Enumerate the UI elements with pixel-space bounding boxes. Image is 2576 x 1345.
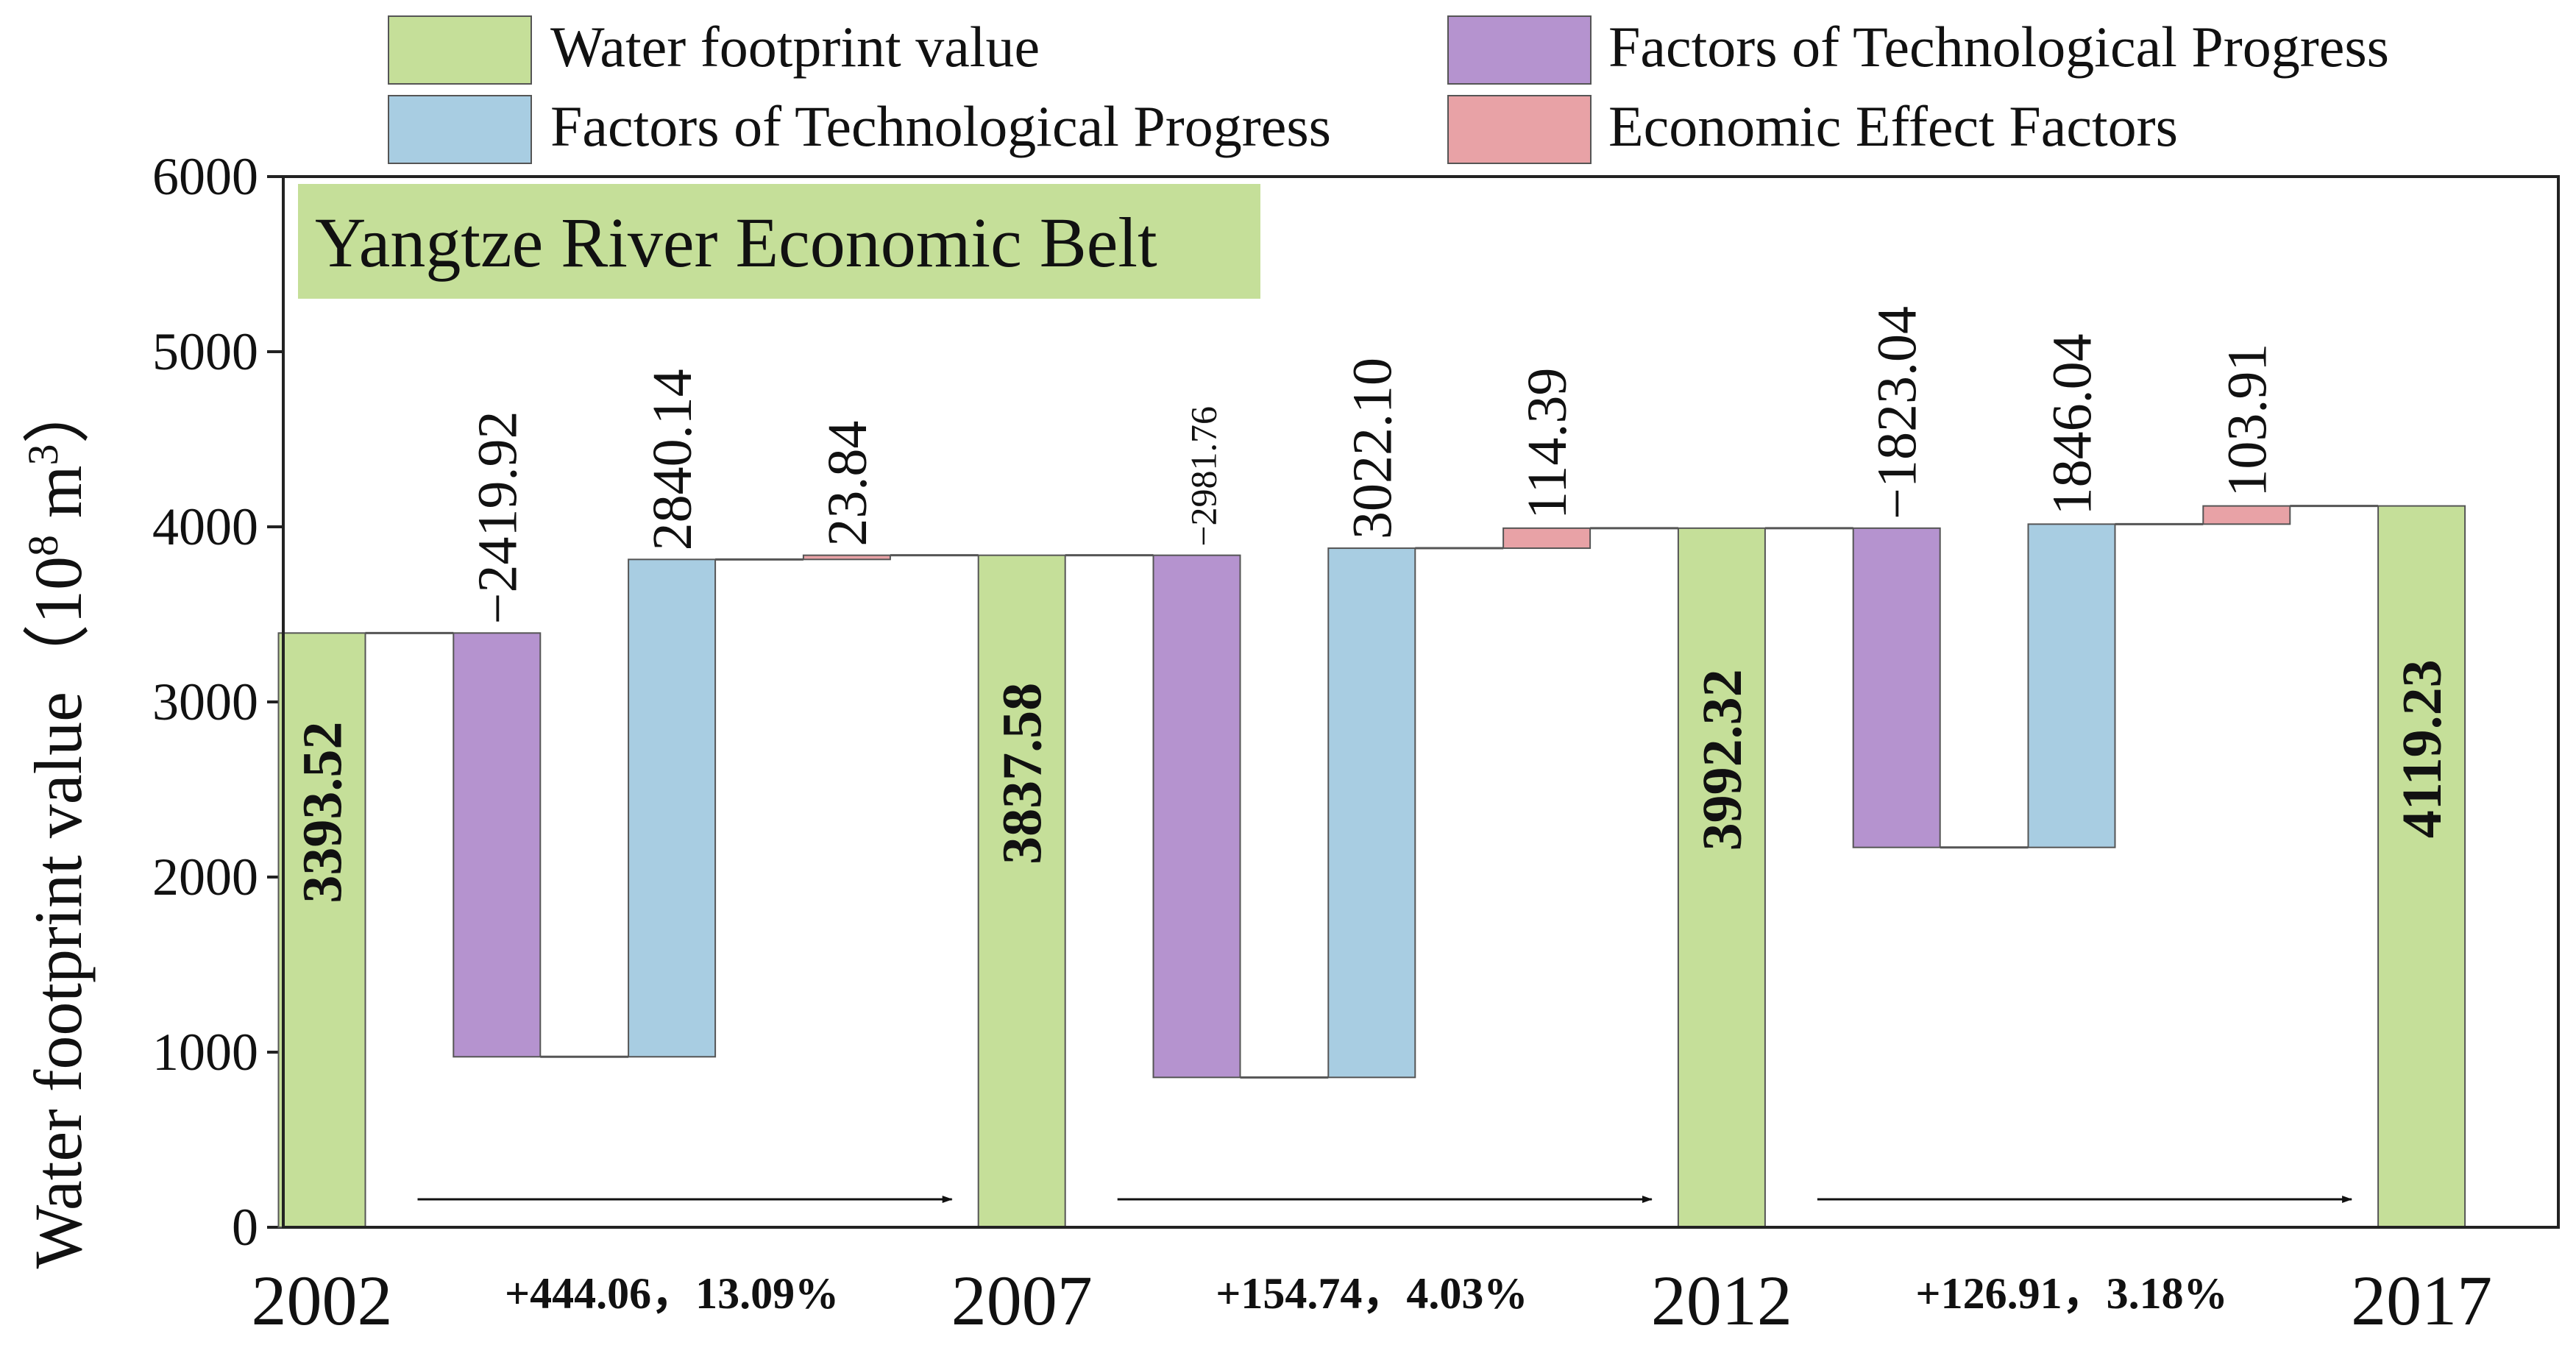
legend: Water footprint value Factors of Technol… (388, 15, 2389, 164)
y-axis-unit-exponent: 8 (19, 535, 67, 556)
connector-layer (365, 505, 2379, 1203)
y-tick-label: 1000 (152, 1023, 258, 1082)
x-tick-label: 2002 (252, 1261, 393, 1340)
factor-value-label: −2981.76 (1183, 406, 1224, 547)
tick-layer: 0 1000 2000 3000 4000 5000 6000 (152, 147, 283, 1257)
title-badge (298, 184, 1260, 299)
y-axis-unit-suffix: ） (21, 376, 96, 444)
y-tick-label: 4000 (152, 497, 258, 556)
year-bar (1677, 527, 1766, 1228)
y-axis-unit-m: m (21, 465, 96, 535)
year-value-label: 4119.23 (2391, 659, 2453, 838)
period-change-label: +444.06，13.09% (505, 1269, 839, 1318)
x-tick-label: 2012 (1651, 1261, 1792, 1340)
legend-swatch-technological-progress-1 (1447, 15, 1592, 85)
legend-swatch-water-footprint (388, 15, 532, 85)
y-tick-label: 3000 (152, 672, 258, 731)
factor-value-label: 3022.10 (1341, 358, 1403, 539)
factor-value-label: 114.39 (1516, 368, 1578, 519)
factor-value-label: 2840.14 (642, 369, 703, 550)
legend-label-economic-effect: Economic Effect Factors (1608, 94, 2178, 158)
y-tick-label: 6000 (152, 147, 258, 206)
year-bar (2377, 505, 2466, 1228)
year-value-label: 3837.58 (992, 683, 1054, 865)
factor-bar-tp1 (1852, 527, 1941, 848)
factor-bar-econ (2202, 505, 2291, 525)
y-axis-title: Water footprint value（108 m3） (19, 376, 96, 1268)
year-value-label: 3393.52 (292, 722, 354, 904)
legend-label-technological-progress-1: Factors of Technological Progress (1608, 15, 2389, 79)
x-tick-label: 2017 (2351, 1261, 2492, 1340)
factor-value-label: 103.91 (2216, 344, 2278, 497)
factor-value-label: −1823.04 (1867, 306, 1929, 519)
factor-bar-tp2 (1327, 547, 1416, 1079)
factor-bar-tp2 (2027, 523, 2116, 848)
factor-bar-econ (802, 554, 891, 561)
bar-layer (277, 505, 2466, 1228)
year-value-label: 3992.32 (1692, 669, 1753, 851)
factor-value-label: 23.84 (817, 421, 879, 547)
y-axis-unit-prefix: （10 (21, 556, 96, 692)
factor-value-label: 1846.04 (2042, 333, 2104, 515)
period-change-label: +126.91，3.18% (1915, 1269, 2227, 1318)
factor-value-label: −2419.92 (466, 411, 528, 624)
legend-label-water-footprint: Water footprint value (550, 15, 1040, 79)
period-change-label: +154.74，4.03% (1216, 1269, 1527, 1318)
factor-bar-tp1 (453, 632, 542, 1058)
y-tick-label: 0 (232, 1198, 258, 1257)
y-tick-label: 2000 (152, 848, 258, 906)
chart-title: Yangtze River Economic Belt (315, 203, 1157, 282)
x-tick-label: 2007 (951, 1261, 1093, 1340)
factor-bar-tp2 (628, 558, 717, 1058)
data-label-layer: 3393.52 2002 −2419.92 2840.14 23.84 +444.06，1… (252, 306, 2493, 1340)
legend-swatch-economic-effect (1447, 95, 1592, 164)
factor-bar-tp1 (1152, 554, 1241, 1079)
legend-swatch-technological-progress-2 (388, 95, 532, 164)
plot-frame (282, 175, 2560, 1229)
legend-label-technological-progress-2: Factors of Technological Progress (550, 94, 1331, 158)
y-axis-label: Water footprint value (21, 692, 96, 1269)
factor-bar-econ (1502, 527, 1592, 550)
y-tick-label: 5000 (152, 322, 258, 381)
y-axis-unit-exponent-2: 3 (19, 444, 67, 465)
year-bar (977, 554, 1066, 1228)
